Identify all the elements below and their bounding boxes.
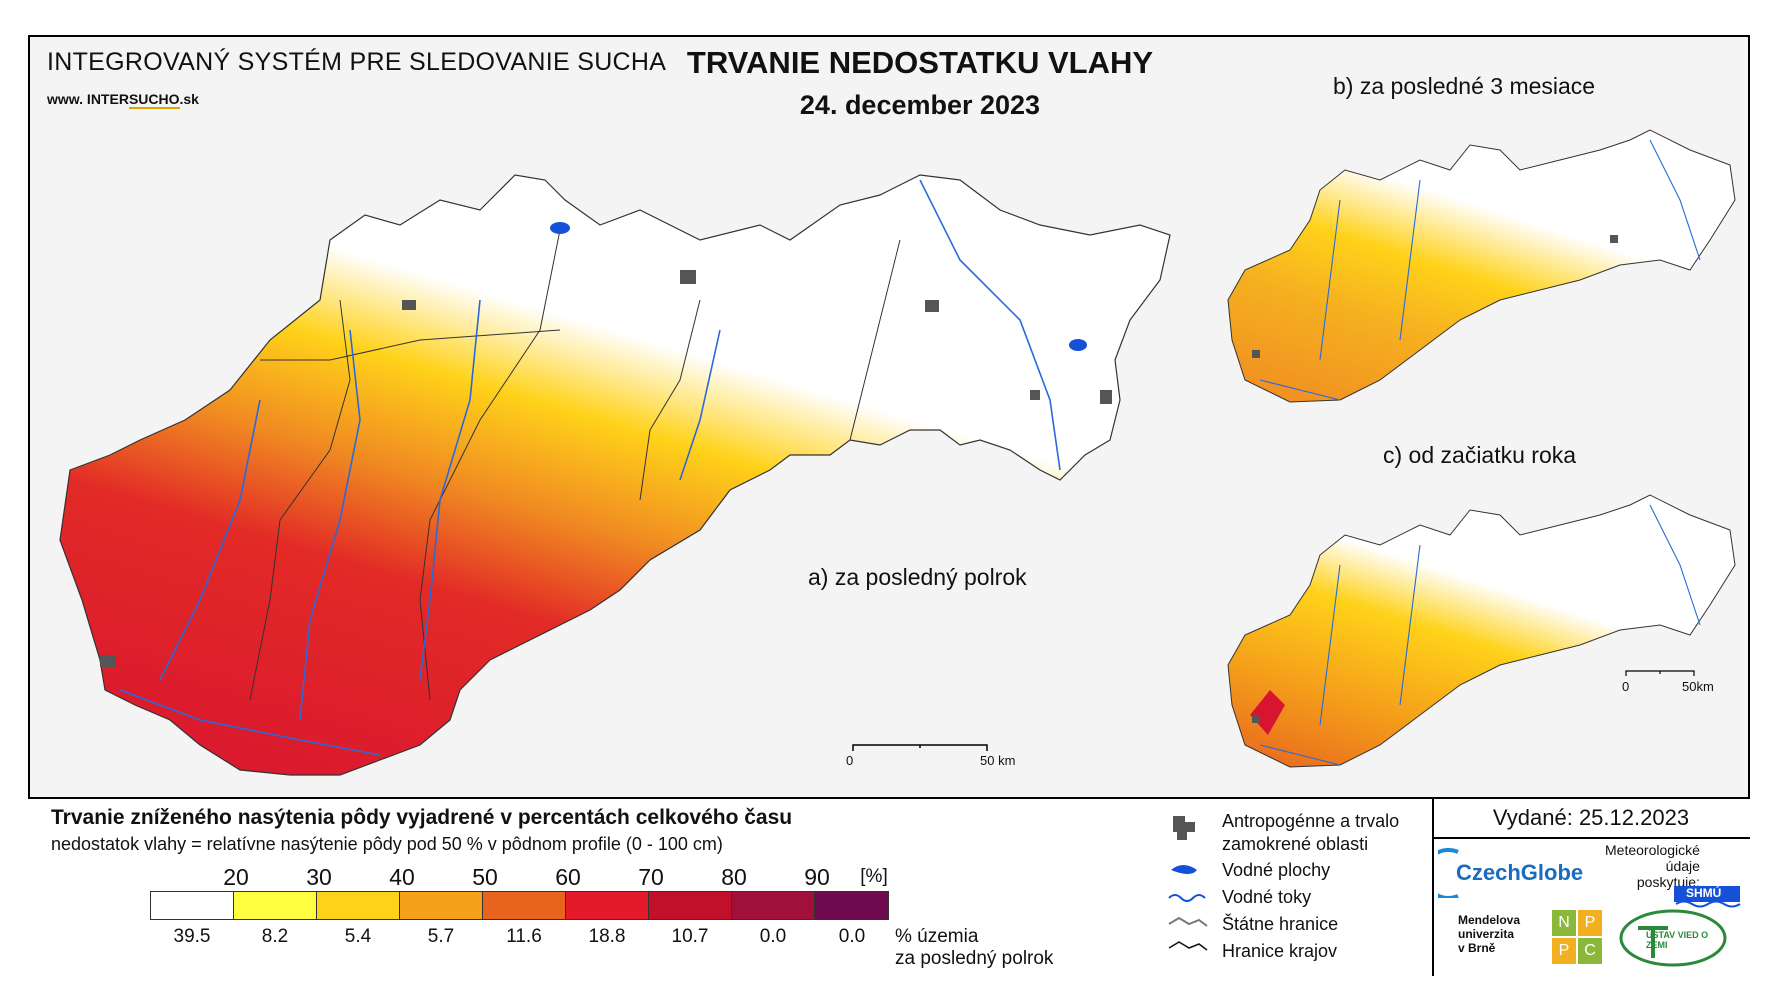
system-name: INTEGROVANÝ SYSTÉM PRE SLEDOVANIE SUCHA: [47, 48, 667, 76]
scale-main-end: 50 km: [980, 753, 1016, 768]
issued-box: [1432, 797, 1750, 976]
czechglobe-logo: CzechGlobe: [1422, 846, 1608, 900]
page-date: 24. december 2023: [799, 90, 1041, 120]
map-a-label: a) za posledný polrok: [808, 564, 1027, 590]
legend-pct: 11.6: [506, 926, 542, 947]
mendel-logo: Mendelova univerzita v Brně: [1458, 913, 1521, 955]
legend-tick: 50: [472, 864, 498, 890]
legend-pct: 5.4: [344, 926, 372, 947]
uvz-logo: ÚSTAV VIED O ZEMI: [1618, 908, 1728, 968]
website-url[interactable]: www. INTERSUCHO.sk: [47, 91, 199, 109]
map-b-territory: [1227, 129, 1736, 403]
map-a-territory: [59, 174, 1171, 776]
legend-pct-note: % územia za posledný polrok: [895, 926, 1054, 969]
key-symbols: [1168, 816, 1208, 951]
urban-area-icon: [1173, 816, 1195, 840]
legend-pct: 39.5: [173, 926, 211, 947]
legend-swatch: [399, 891, 483, 920]
issued-date: Vydané: 25.12.2023: [1492, 805, 1690, 830]
legend-pct: 10.7: [671, 926, 709, 947]
legend-swatch: [316, 891, 400, 920]
map-c-territory: [1227, 494, 1736, 768]
scale-main-start: 0: [846, 753, 854, 768]
map-b-label: b) za posledné 3 mesiace: [1333, 73, 1596, 99]
legend-pct: 0.0: [759, 926, 787, 947]
legend-pct: 5.7: [427, 926, 455, 947]
map-c-hotspot: [1250, 690, 1285, 735]
key-state-border: Štátne hranice: [1222, 914, 1339, 934]
shmu-logo: SHMÚ: [1672, 878, 1742, 908]
legend-pct: 0.0: [838, 926, 866, 947]
legend-subtitle: nedostatok vlahy = relatívne nasýtenie p…: [51, 834, 723, 854]
legend-swatch: [731, 891, 815, 920]
legend-swatch: [648, 891, 732, 920]
legend-unit: [%]: [860, 866, 888, 887]
legend-title: Trvanie zníženého nasýtenia pôdy vyjadre…: [51, 806, 793, 829]
map-b-urban-areas: [1252, 235, 1618, 358]
map-a-water-bodies: [550, 222, 1087, 351]
legend-tick: 90: [804, 864, 830, 890]
legend-swatch: [482, 891, 566, 920]
scale-small-start: 0: [1622, 679, 1630, 694]
map-a-urban-areas: [100, 270, 1112, 667]
map-b-rivers: [1259, 139, 1701, 401]
legend-swatch: [565, 891, 649, 920]
scale-small-end: 50km: [1682, 679, 1714, 694]
legend-pct: 18.8: [588, 926, 626, 947]
map-main: [59, 129, 1736, 776]
map-a-rivers: [119, 179, 1061, 756]
url-prefix: www. INTER: [47, 91, 129, 107]
page-title: TRVANIE NEDOSTATKU VLAHY: [686, 45, 1154, 80]
legend-tick: 20: [223, 864, 249, 890]
legend-swatch: [150, 891, 234, 920]
legend-tick: 40: [389, 864, 415, 890]
legend-pct: 8.2: [261, 926, 289, 947]
key-water-bodies: Vodné plochy: [1222, 860, 1331, 880]
region-border-icon: [1168, 941, 1208, 951]
issued-divider: [1432, 837, 1750, 839]
key-water-courses: Vodné toky: [1222, 887, 1312, 907]
map-c-rivers: [1259, 504, 1701, 766]
map-a-region-borders: [249, 229, 901, 701]
map-c-label: c) od začiatku roka: [1383, 442, 1577, 468]
legend-swatch: [233, 891, 317, 920]
legend-tick: 60: [555, 864, 581, 890]
url-brand: SUCHO: [128, 91, 180, 109]
legend-tick: 70: [638, 864, 664, 890]
legend-swatch: [814, 891, 889, 920]
legend-tick: 80: [721, 864, 747, 890]
legend-panel: [28, 797, 1750, 976]
scale-bar-main: [852, 744, 988, 751]
water-body-icon: [1171, 865, 1197, 874]
nppc-logo: N P P C: [1552, 910, 1602, 966]
map-c-urban-areas: [1252, 715, 1260, 723]
key-anthropogenic: Antropogénne a trvalo zamokrené oblasti: [1222, 811, 1400, 854]
scale-bar-small: [1625, 670, 1695, 676]
legend-tick: 30: [306, 864, 332, 890]
state-border-icon: [1168, 916, 1208, 927]
url-suffix: .sk: [179, 91, 199, 107]
key-region-border: Hranice krajov: [1222, 941, 1338, 961]
water-course-icon: [1168, 894, 1206, 902]
